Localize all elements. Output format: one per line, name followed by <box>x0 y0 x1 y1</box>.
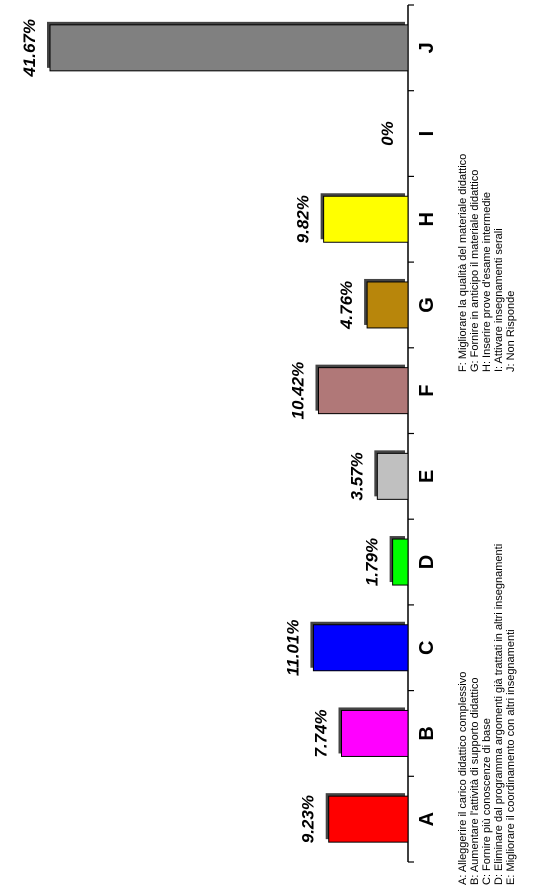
value-label-d: 1.79% <box>363 538 382 586</box>
value-label-e: 3.57% <box>347 452 366 500</box>
category-labels-group: A B C D E F G H I J <box>416 42 438 826</box>
legend-item-c: C: Fornire più conoscenze di base <box>481 718 493 885</box>
legend-item-b: B: Aumentare l'attività di supporto dida… <box>469 677 481 885</box>
legend-item-g: G: Fornire in anticipo il materiale dida… <box>469 170 481 372</box>
bars-group <box>47 21 409 843</box>
legend-left: A: Alleggerire il carico didattico compl… <box>457 544 517 885</box>
category-label-f: F <box>416 385 438 397</box>
value-label-h: 9.82% <box>294 195 313 243</box>
value-label-g: 4.76% <box>337 281 356 330</box>
legend-right: F: Migliorare la qualità del materiale d… <box>457 154 517 372</box>
bar-d <box>392 538 409 586</box>
category-label-h: H <box>416 212 438 226</box>
bar-e <box>376 452 409 500</box>
legend-item-h: H: Inserire prove d'esame intermedie <box>481 192 493 372</box>
bar-a <box>328 795 409 843</box>
value-label-i: 0% <box>378 121 397 146</box>
bar-f <box>317 367 409 415</box>
bar-c <box>312 624 409 672</box>
value-label-c: 11.01% <box>283 620 302 676</box>
bar-g <box>366 281 409 329</box>
category-label-e: E <box>416 470 438 483</box>
legend-item-a: A: Alleggerire il carico didattico compl… <box>457 672 469 885</box>
category-label-b: B <box>416 726 438 740</box>
axis-ticks <box>408 4 414 863</box>
legend-item-d: D: Eliminare dal programma argomenti già… <box>493 544 505 885</box>
value-label-f: 10.42% <box>288 362 307 420</box>
category-label-i: I <box>416 131 438 137</box>
category-label-c: C <box>416 641 438 655</box>
legend-item-e: E: Migliorare il coordinamento con altri… <box>505 629 517 885</box>
bar-b <box>341 709 409 757</box>
value-label-j: 41.67% <box>20 19 39 78</box>
legend-item-i: I: Attivare insegnamenti serali <box>493 228 505 372</box>
value-label-a: 9.23% <box>299 795 318 843</box>
legend-item-f: F: Migliorare la qualità del materiale d… <box>457 154 469 372</box>
category-label-d: D <box>416 555 438 569</box>
bar-j <box>49 24 409 72</box>
category-label-j: J <box>416 42 438 53</box>
category-label-g: G <box>416 297 438 313</box>
bar-h <box>323 195 409 243</box>
category-label-a: A <box>416 812 438 826</box>
value-labels-group: 9.23% 7.74% 11.01% 1.79% 3.57% 10.42% 4.76% 9.8… <box>20 19 397 843</box>
value-label-b: 7.74% <box>312 709 331 757</box>
legend-item-j: J: Non Risponde <box>505 291 517 372</box>
